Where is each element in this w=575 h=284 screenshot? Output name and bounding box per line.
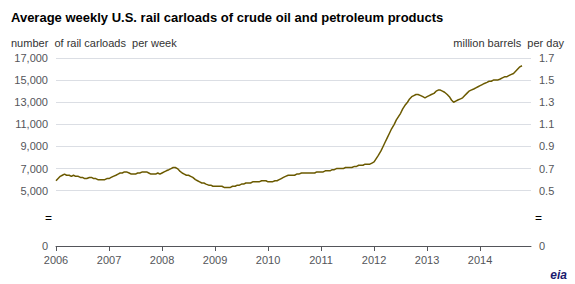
svg-text:2009: 2009 xyxy=(203,254,227,266)
svg-text:2008: 2008 xyxy=(150,254,174,266)
svg-text:0: 0 xyxy=(42,240,48,252)
svg-text:9,000: 9,000 xyxy=(20,140,48,152)
svg-text:2014: 2014 xyxy=(468,254,492,266)
svg-text:2012: 2012 xyxy=(362,254,386,266)
svg-text:0.9: 0.9 xyxy=(539,140,554,152)
svg-text:1.1: 1.1 xyxy=(539,118,554,130)
svg-text:=: = xyxy=(45,211,52,225)
svg-text:2006: 2006 xyxy=(44,254,68,266)
svg-text:eia: eia xyxy=(550,268,567,282)
svg-text:5,000: 5,000 xyxy=(20,185,48,197)
svg-text:2013: 2013 xyxy=(415,254,439,266)
svg-text:2010: 2010 xyxy=(256,254,280,266)
svg-text:0: 0 xyxy=(539,240,545,252)
svg-text:11,000: 11,000 xyxy=(15,118,48,130)
svg-text:1.5: 1.5 xyxy=(539,74,554,86)
svg-text:million barrels per day: million barrels per day xyxy=(453,37,564,49)
svg-text:17,000: 17,000 xyxy=(14,52,48,64)
svg-text:7,000: 7,000 xyxy=(20,163,48,175)
svg-text:number of rail carloads per: number of rail carloads per week xyxy=(11,37,177,49)
svg-text:0.5: 0.5 xyxy=(539,185,554,197)
svg-text:Average weekly U.S. rail carlo: Average weekly U.S. rail carloads of cru… xyxy=(11,10,443,25)
svg-text:2011: 2011 xyxy=(309,254,333,266)
svg-text:2007: 2007 xyxy=(97,254,121,266)
svg-text:1.3: 1.3 xyxy=(539,96,554,108)
svg-text:=: = xyxy=(535,211,542,225)
svg-text:13,000: 13,000 xyxy=(14,96,48,108)
svg-text:0.7: 0.7 xyxy=(539,163,554,175)
svg-text:15,000: 15,000 xyxy=(14,74,48,86)
svg-text:1.7: 1.7 xyxy=(539,52,554,64)
